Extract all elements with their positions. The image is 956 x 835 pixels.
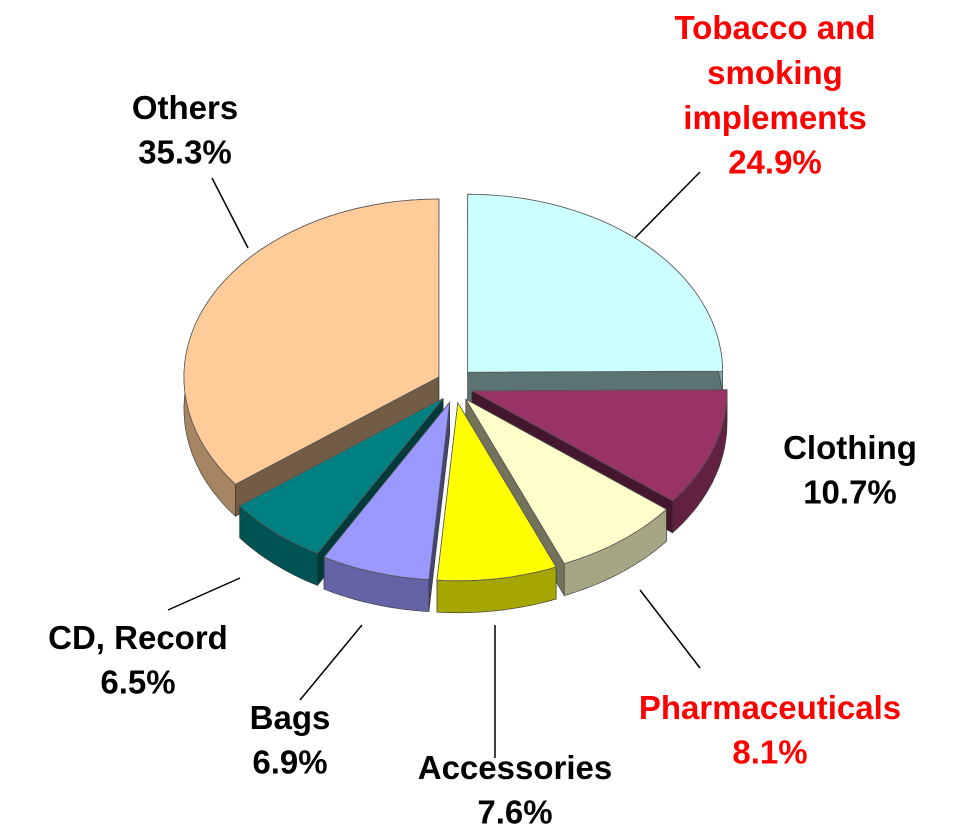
slice <box>323 400 451 612</box>
value-label: 6.5% <box>100 664 175 701</box>
slice <box>436 401 557 614</box>
leader-lines <box>167 171 701 758</box>
leader-line <box>639 589 701 669</box>
slice-top <box>467 193 724 373</box>
value-label: 10.7% <box>803 474 897 511</box>
leader-line <box>634 171 701 239</box>
value-label: 7.6% <box>477 794 552 831</box>
slice-label: Pharmaceuticals <box>639 689 901 726</box>
leader-line <box>167 577 241 611</box>
value-label: 8.1% <box>732 734 807 771</box>
slice-top <box>323 400 451 581</box>
leader-line <box>299 624 363 701</box>
value-label: 35.3% <box>138 134 232 171</box>
slice-top <box>238 398 444 554</box>
slice-top <box>470 389 728 502</box>
value-label: 6.9% <box>252 744 327 781</box>
slice-label: Accessories <box>418 749 612 786</box>
leader-line <box>211 177 249 249</box>
slice-label: Bags <box>250 699 331 736</box>
slice-top <box>436 401 557 582</box>
pie <box>183 193 728 614</box>
slice-label: Others <box>132 89 238 126</box>
slice-top <box>464 398 668 565</box>
value-label: 24.9% <box>728 144 822 181</box>
slice-label: Clothing <box>783 429 917 466</box>
slice-label: Tobacco and smoking implements <box>674 9 875 136</box>
slice <box>467 193 724 405</box>
slice-label: CD, Record <box>48 619 228 656</box>
slice-top <box>183 198 440 485</box>
